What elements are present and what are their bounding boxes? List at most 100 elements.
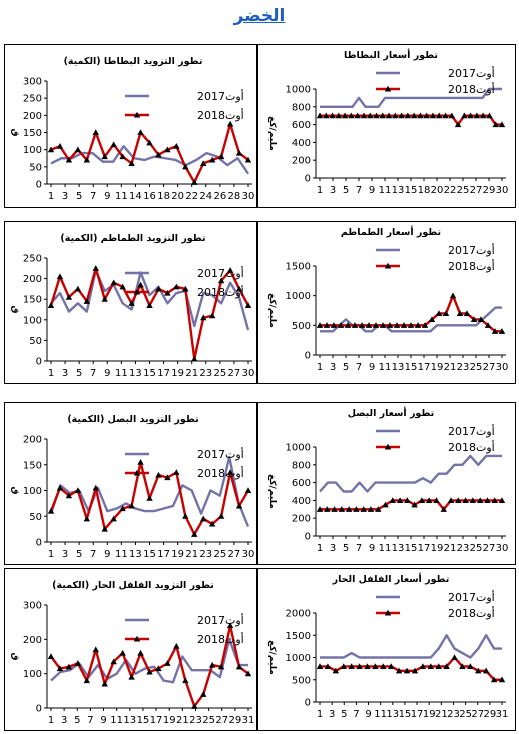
- series-2018-point: [182, 163, 189, 170]
- series-2018-point: [411, 501, 418, 508]
- series-2018-point: [484, 497, 491, 503]
- legend-marker: [133, 288, 141, 295]
- x-tick-label: 30: [242, 368, 255, 379]
- y-tick-label: 150: [23, 295, 42, 306]
- series-2018-point: [388, 663, 395, 669]
- legend-label: أوت2018: [448, 82, 495, 96]
- series-2018-point: [379, 112, 386, 119]
- x-tick-label: 9: [369, 543, 375, 554]
- x-tick-label: 21: [444, 362, 457, 373]
- x-tick-label: 28: [228, 191, 241, 202]
- potato-price-svg: تطور أسعار البطاطا مليم/كغ 0 200 400 600 800 10…: [267, 48, 508, 196]
- series-2018-point: [164, 474, 171, 481]
- x-tick-label: 13: [392, 362, 405, 373]
- legend-label: أوت2017: [197, 89, 244, 103]
- legend: أوت2017 أوت2018: [125, 613, 244, 646]
- x-tick-label: 23: [447, 709, 460, 720]
- series-2018-point: [173, 643, 180, 649]
- x-tick-label: 23: [189, 715, 202, 726]
- series-2018-point: [235, 285, 243, 292]
- x-tick-label: 17: [418, 362, 431, 373]
- series-2018-point: [110, 515, 117, 522]
- series-2018-point: [448, 112, 455, 119]
- x-tick-label: 15: [405, 185, 418, 196]
- x-tick-label: 11: [379, 185, 392, 196]
- x-tick-label: 27: [483, 362, 496, 373]
- x-tick-label: 15: [143, 549, 156, 560]
- series-2018-point: [217, 277, 225, 284]
- series-2018-point: [217, 153, 225, 160]
- series-2018-point: [128, 502, 135, 509]
- y-tick-label: 600: [292, 478, 311, 489]
- series-2018-point: [364, 663, 371, 669]
- y-axis-label: ق: [10, 652, 20, 660]
- x-tick-label: 9: [369, 362, 375, 373]
- series-2018-point: [455, 497, 462, 503]
- legend-label: أوت2017: [197, 613, 244, 627]
- x-tick-label: 5: [76, 191, 82, 202]
- x-tick-label: 11: [110, 715, 123, 726]
- x-tick-label: 7: [356, 185, 362, 196]
- y-tick-label: 500: [292, 321, 311, 332]
- x-tick-label: 27: [483, 543, 496, 554]
- legend: أوت2017 أوت2018: [376, 590, 495, 620]
- x-tick-label: 19: [423, 709, 436, 720]
- x-tick-label: 21: [185, 549, 198, 560]
- series-2018-point: [83, 298, 91, 304]
- series-2018-point: [389, 497, 396, 503]
- legend: أوت2017 أوت2018: [376, 424, 495, 454]
- series-2018-point: [244, 302, 252, 308]
- chart-title: تطور أسعار الفلفل الحار: [332, 572, 450, 585]
- series-2018-point: [101, 153, 108, 160]
- series-2018-point: [235, 502, 243, 509]
- series-2018-point: [411, 667, 419, 674]
- x-tick-label: 31: [496, 709, 509, 720]
- series-2018-point: [491, 328, 499, 334]
- series-2017-line: [50, 145, 249, 175]
- series-2018-point: [423, 112, 430, 119]
- x-tick-label: 7: [353, 709, 359, 720]
- chart-title: تطور أسعار البطاطا: [344, 48, 438, 61]
- x-tick-label: 21: [444, 543, 457, 554]
- series-2018-point: [164, 146, 171, 153]
- series-2018-point: [119, 283, 126, 290]
- series-2018-point: [200, 515, 207, 522]
- chart-title: تطور التزويد البصل (الكمية): [67, 414, 198, 425]
- legend-marker: [133, 111, 141, 118]
- series-2018-point: [473, 112, 481, 119]
- y-tick-label: 100: [23, 669, 42, 680]
- series-2018-point: [244, 670, 252, 677]
- series-2017-line: [319, 454, 502, 493]
- series-2018-point: [393, 322, 401, 328]
- x-tick-label: 30: [496, 362, 509, 373]
- series-2018-point: [358, 322, 366, 328]
- series-2018-point: [47, 653, 55, 660]
- series-2018-point: [382, 501, 389, 508]
- series-2018-point: [469, 497, 477, 503]
- series-2018-point: [200, 691, 207, 697]
- x-tick-label: 7: [90, 368, 96, 379]
- series-2018-point: [491, 497, 498, 503]
- series-2018-point: [467, 112, 474, 119]
- series-2018-point: [182, 677, 189, 684]
- series-2018-point: [83, 156, 91, 163]
- x-tick-label: 1: [48, 715, 54, 726]
- legend: أوت2017 أوت2018: [125, 266, 244, 299]
- x-tick-label: 11: [115, 549, 128, 560]
- x-tick-label: 23: [457, 362, 470, 373]
- series-2018-point: [47, 146, 55, 153]
- x-tick-label: 13: [123, 715, 136, 726]
- legend: أوت2017 أوت2018: [125, 89, 244, 122]
- series-2018-point: [433, 497, 440, 503]
- x-tick-label: 3: [330, 185, 336, 196]
- series-2018-point: [477, 316, 485, 322]
- x-tick-label: 25: [202, 715, 215, 726]
- series-2018-point: [404, 112, 412, 119]
- y-tick-label: 1000: [286, 291, 311, 302]
- y-tick-label: 0: [36, 538, 42, 549]
- y-tick-label: 0: [305, 351, 311, 362]
- x-tick-label: 23: [199, 368, 212, 379]
- series-2018-point: [74, 487, 82, 494]
- series-2018-point: [484, 322, 492, 328]
- x-tick-label: 22: [444, 185, 457, 196]
